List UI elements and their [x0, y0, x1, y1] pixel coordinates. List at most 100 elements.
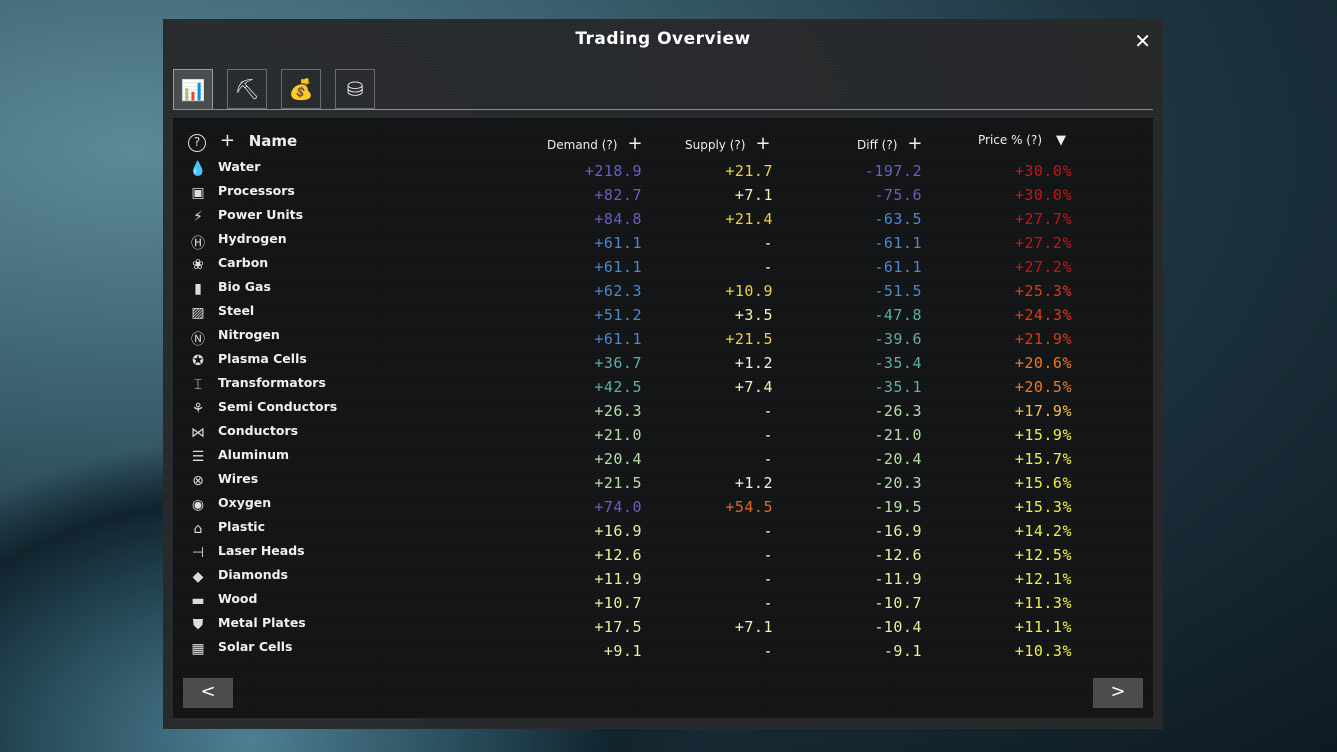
price-cell: +10.3% [1014, 642, 1072, 660]
demand-cell: +26.3 [594, 402, 642, 420]
resource-name: Diamonds [218, 567, 288, 582]
price-cell: +30.0% [1014, 186, 1072, 204]
name-header: ? + Name [188, 130, 297, 152]
water-drop-icon: 💧 [189, 161, 207, 177]
demand-cell: +42.5 [594, 378, 642, 396]
close-icon[interactable]: ✕ [1134, 29, 1151, 53]
supply-cell: - [763, 402, 773, 420]
table-row[interactable]: ◉ Oxygen +74.0 +54.5 -19.5 +15.3% [173, 495, 1153, 519]
resource-name: Processors [218, 183, 295, 198]
help-icon[interactable]: ? [188, 134, 206, 152]
prev-page-button[interactable]: < [183, 678, 233, 708]
supply-cell: +54.5 [725, 498, 773, 516]
table-row[interactable]: ▨ Steel +51.2 +3.5 -47.8 +24.3% [173, 303, 1153, 327]
diamond-icon: ◆ [192, 569, 204, 585]
table-row[interactable]: ⌶ Transformators +42.5 +7.4 -35.1 +20.5% [173, 375, 1153, 399]
price-cell: +15.6% [1014, 474, 1072, 492]
nitrogen-icon: Ⓝ [191, 332, 205, 348]
demand-cell: +11.9 [594, 570, 642, 588]
table-row[interactable]: ✪ Plasma Cells +36.7 +1.2 -35.4 +20.6% [173, 351, 1153, 375]
table-row[interactable]: ▮ Bio Gas +62.3 +10.9 -51.5 +25.3% [173, 279, 1153, 303]
next-page-button[interactable]: > [1093, 678, 1143, 708]
diff-add-button[interactable]: + [907, 133, 923, 154]
diff-cell: -10.7 [874, 594, 922, 612]
demand-cell: +61.1 [594, 234, 642, 252]
demand-cell: +61.1 [594, 258, 642, 276]
diff-cell: -63.5 [874, 210, 922, 228]
hydrogen-icon: Ⓗ [191, 236, 205, 252]
solar-cell-icon: ▦ [191, 641, 205, 657]
supply-cell: - [763, 426, 773, 444]
table-row[interactable]: 💧 Water +218.9 +21.7 -197.2 +30.0% [173, 159, 1153, 183]
table-row[interactable]: ❀ Carbon +61.1 - -61.1 +27.2% [173, 255, 1153, 279]
resource-name: Transformators [218, 375, 326, 390]
tab-divider [173, 109, 1153, 110]
diff-cell: -61.1 [874, 258, 922, 276]
name-column-header[interactable]: Name [248, 132, 298, 150]
table-row[interactable]: ⋈ Conductors +21.0 - -21.0 +15.9% [173, 423, 1153, 447]
table-row[interactable]: ⚡ Power Units +84.8 +21.4 -63.5 +27.7% [173, 207, 1153, 231]
conductor-icon: ⋈ [191, 425, 205, 441]
table-row[interactable]: ⌂ Plastic +16.9 - -16.9 +14.2% [173, 519, 1153, 543]
wires-icon: ⊗ [192, 473, 204, 489]
table-row[interactable]: ⛊ Metal Plates +17.5 +7.1 -10.4 +11.1% [173, 615, 1153, 639]
price-cell: +27.7% [1014, 210, 1072, 228]
diff-cell: -197.2 [864, 162, 922, 180]
money-bag-icon: 💰 [288, 77, 314, 101]
supply-cell: - [763, 450, 773, 468]
diff-cell: -61.1 [874, 234, 922, 252]
resource-name: Wood [218, 591, 258, 606]
diff-cell: -19.5 [874, 498, 922, 516]
demand-add-button[interactable]: + [627, 133, 643, 154]
price-cell: +11.3% [1014, 594, 1072, 612]
price-label: Price % (?) [978, 133, 1043, 147]
diff-cell: -9.1 [883, 642, 922, 660]
resource-name: Plastic [218, 519, 265, 534]
diff-cell: -26.3 [874, 402, 922, 420]
demand-cell: +74.0 [594, 498, 642, 516]
resource-name: Metal Plates [218, 615, 306, 630]
table-row[interactable]: ⚘ Semi Conductors +26.3 - -26.3 +17.9% [173, 399, 1153, 423]
diff-label: Diff (?) [857, 138, 898, 152]
trading-table: ? + Name Demand (?) + Supply (?) + Diff (?… [173, 118, 1153, 718]
diff-column-header[interactable]: Diff (?) + [857, 133, 922, 154]
tab-money[interactable]: 💰 [281, 69, 321, 109]
resource-name: Plasma Cells [218, 351, 307, 366]
table-row[interactable]: ⊗ Wires +21.5 +1.2 -20.3 +15.6% [173, 471, 1153, 495]
resource-name: Power Units [218, 207, 304, 222]
diff-cell: -20.3 [874, 474, 922, 492]
price-column-header[interactable]: Price % (?) ▼ [978, 133, 1066, 148]
supply-cell: +10.9 [725, 282, 773, 300]
demand-column-header[interactable]: Demand (?) + [547, 133, 643, 154]
power-unit-icon: ⚡ [193, 209, 203, 225]
price-cell: +15.3% [1014, 498, 1072, 516]
tab-coins[interactable]: ⛁ [335, 69, 375, 109]
supply-add-button[interactable]: + [755, 133, 771, 154]
table-row[interactable]: ◆ Diamonds +11.9 - -11.9 +12.1% [173, 567, 1153, 591]
resource-name: Laser Heads [218, 543, 305, 558]
supply-cell: +21.7 [725, 162, 773, 180]
price-cell: +20.5% [1014, 378, 1072, 396]
coin-stacks-icon: ⛁ [346, 77, 364, 101]
table-row[interactable]: ▬ Wood +10.7 - -10.7 +11.3% [173, 591, 1153, 615]
table-row[interactable]: ☰ Aluminum +20.4 - -20.4 +15.7% [173, 447, 1153, 471]
plastic-icon: ⌂ [193, 521, 203, 537]
table-row[interactable]: Ⓗ Hydrogen +61.1 - -61.1 +27.2% [173, 231, 1153, 255]
supply-column-header[interactable]: Supply (?) + [685, 133, 771, 154]
add-column-button[interactable]: + [219, 130, 235, 151]
sort-desc-icon[interactable]: ▼ [1056, 133, 1067, 148]
resource-name: Solar Cells [218, 639, 293, 654]
supply-cell: +3.5 [734, 306, 773, 324]
tab-bar-chart[interactable]: 📊 [173, 69, 213, 110]
supply-cell: +7.1 [734, 186, 773, 204]
supply-cell: +1.2 [734, 474, 773, 492]
table-row[interactable]: ⊣ Laser Heads +12.6 - -12.6 +12.5% [173, 543, 1153, 567]
resource-name: Oxygen [218, 495, 272, 510]
table-row[interactable]: Ⓝ Nitrogen +61.1 +21.5 -39.6 +21.9% [173, 327, 1153, 351]
table-row[interactable]: ▣ Processors +82.7 +7.1 -75.6 +30.0% [173, 183, 1153, 207]
demand-cell: +9.1 [603, 642, 642, 660]
demand-cell: +12.6 [594, 546, 642, 564]
tab-trade[interactable]: ⛏ [227, 69, 267, 109]
diff-cell: -39.6 [874, 330, 922, 348]
table-row[interactable]: ▦ Solar Cells +9.1 - -9.1 +10.3% [173, 639, 1153, 663]
